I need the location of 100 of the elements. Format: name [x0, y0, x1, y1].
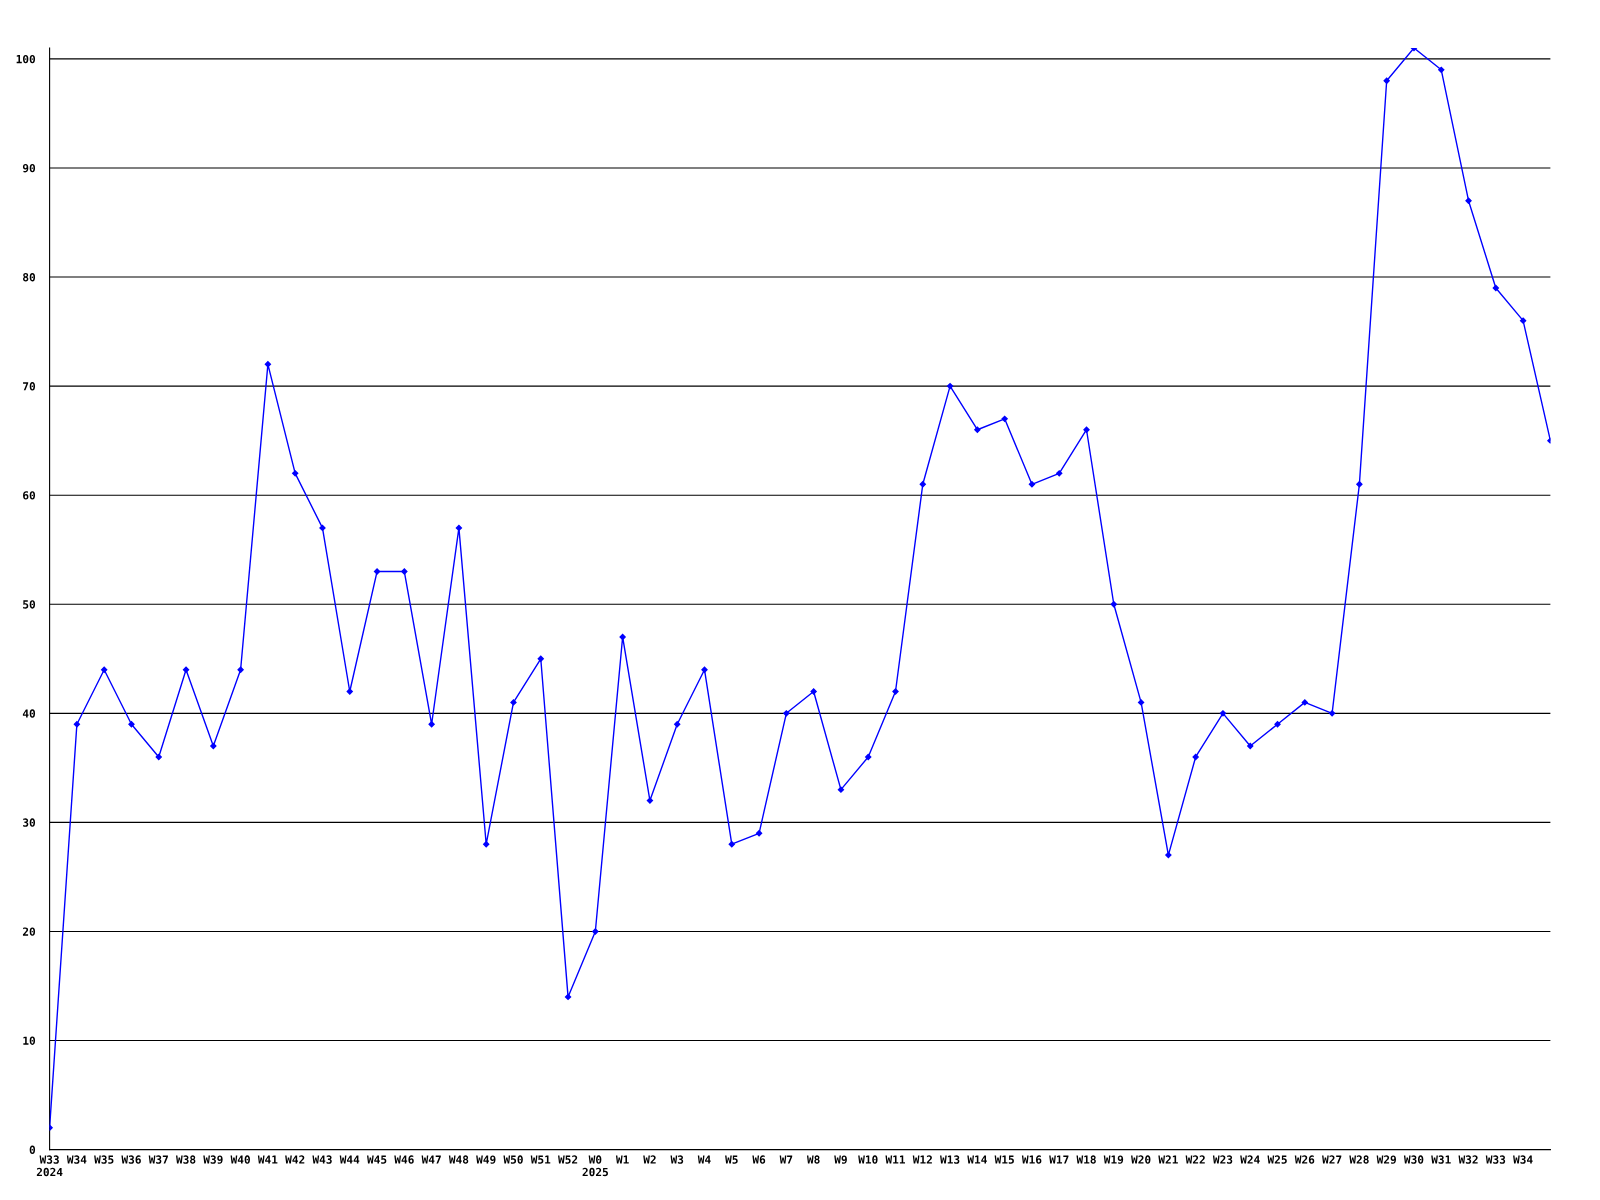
- point: [783, 710, 790, 717]
- x-tick-label: W48: [448, 1155, 469, 1164]
- point: [182, 666, 190, 673]
- x-tick-label: W3: [670, 1155, 684, 1164]
- x-tick-label: W21: [1158, 1155, 1178, 1164]
- x-tick-label: W52: [558, 1155, 578, 1164]
- y-tick-label: 80: [23, 273, 36, 282]
- x-tick-label: W36: [121, 1155, 141, 1164]
- x-tick-label: W49: [476, 1155, 496, 1164]
- point: [919, 481, 926, 488]
- x-tick-label: W12: [912, 1155, 932, 1164]
- point: [701, 666, 708, 673]
- point: [892, 688, 899, 695]
- y-tick-label: 70: [23, 382, 36, 391]
- x-tick-label: W43: [312, 1155, 332, 1164]
- x-tick-label: W4: [697, 1155, 711, 1164]
- point: [537, 655, 544, 662]
- y-tick-label: 10: [23, 1036, 36, 1045]
- x-tick-label: W41: [257, 1155, 278, 1164]
- point: [237, 666, 244, 673]
- x-tick-label: W2: [643, 1155, 656, 1164]
- y-tick-label: 0: [29, 1145, 36, 1154]
- point: [619, 633, 626, 641]
- point: [483, 841, 490, 848]
- x-tick-label: W20: [1131, 1155, 1151, 1164]
- point: [1056, 470, 1063, 477]
- point: [73, 721, 81, 728]
- point: [1519, 317, 1527, 324]
- x-tick-label: W30: [1403, 1155, 1424, 1164]
- x-tick-label: W18: [1076, 1155, 1096, 1164]
- x-tick-label: W10: [858, 1155, 878, 1164]
- x-tick-label: W0 2025: [582, 1155, 608, 1177]
- point: [155, 753, 162, 761]
- x-tick-label: W34: [1513, 1155, 1533, 1164]
- x-tick-label: W15: [994, 1155, 1014, 1164]
- x-tick-label: W35: [94, 1155, 114, 1164]
- point: [346, 688, 353, 695]
- x-tick-label: W8: [806, 1155, 820, 1164]
- point: [755, 830, 763, 837]
- x-tick-label: W26: [1294, 1155, 1315, 1164]
- x-tick-label: W6: [752, 1155, 766, 1164]
- point: [1328, 710, 1336, 717]
- x-tick-label: W23: [1212, 1155, 1233, 1164]
- point: [1137, 699, 1145, 706]
- x-tick-label: W5: [725, 1155, 738, 1164]
- x-tick-label: W44: [339, 1155, 360, 1164]
- point: [728, 841, 735, 848]
- point: [428, 721, 435, 728]
- y-tick-label: 20: [22, 927, 36, 936]
- x-tick-label: W33: [1485, 1155, 1506, 1164]
- point: [1165, 851, 1172, 859]
- x-tick-label: W45: [367, 1155, 387, 1164]
- point: [210, 742, 217, 750]
- y-tick-label: 100: [16, 54, 36, 64]
- point: [1492, 284, 1499, 292]
- point: [319, 524, 326, 532]
- x-tick-label: W40: [230, 1155, 250, 1164]
- point: [974, 426, 981, 433]
- point: [1001, 415, 1008, 422]
- y-tick-label: 60: [23, 491, 36, 500]
- x-tick-label: W38: [176, 1155, 196, 1164]
- x-tick-label: W14: [967, 1155, 987, 1164]
- x-tick-label: W42: [285, 1155, 305, 1164]
- x-tick-label: W50: [503, 1155, 523, 1164]
- point: [946, 382, 954, 390]
- x-tick-label: W13: [940, 1155, 960, 1164]
- x-tick-label: W7: [779, 1155, 793, 1164]
- point: [1110, 601, 1117, 608]
- x-tick-label: W24: [1240, 1155, 1260, 1164]
- x-tick-label: W16: [1021, 1155, 1042, 1164]
- x-tick-label: W33 2024: [36, 1155, 63, 1177]
- point: [1356, 481, 1363, 488]
- point: [510, 699, 517, 706]
- point: [1438, 66, 1445, 73]
- point: [1274, 721, 1281, 728]
- point: [1219, 710, 1227, 717]
- point: [101, 666, 108, 673]
- point: [1383, 77, 1390, 84]
- point: [292, 470, 299, 477]
- x-tick-label: W1: [615, 1155, 629, 1164]
- point: [1083, 426, 1090, 433]
- x-tick-label: W25: [1267, 1155, 1287, 1164]
- point: [1301, 699, 1308, 706]
- point: [1465, 197, 1472, 204]
- x-tick-label: W39: [203, 1155, 223, 1164]
- point: [401, 568, 408, 575]
- x-tick-label: W17: [1049, 1155, 1069, 1164]
- point: [128, 721, 135, 728]
- point: [455, 524, 463, 532]
- point: [837, 786, 845, 793]
- y-tick-label: 40: [22, 709, 36, 718]
- point: [865, 753, 872, 761]
- y-tick-label: 50: [23, 600, 36, 609]
- x-tick-label: W27: [1322, 1155, 1342, 1164]
- point: [564, 993, 572, 1001]
- point: [264, 361, 272, 368]
- x-tick-label: W11: [885, 1155, 906, 1164]
- x-tick-label: W32: [1458, 1155, 1478, 1164]
- point: [592, 928, 599, 935]
- point: [810, 688, 817, 695]
